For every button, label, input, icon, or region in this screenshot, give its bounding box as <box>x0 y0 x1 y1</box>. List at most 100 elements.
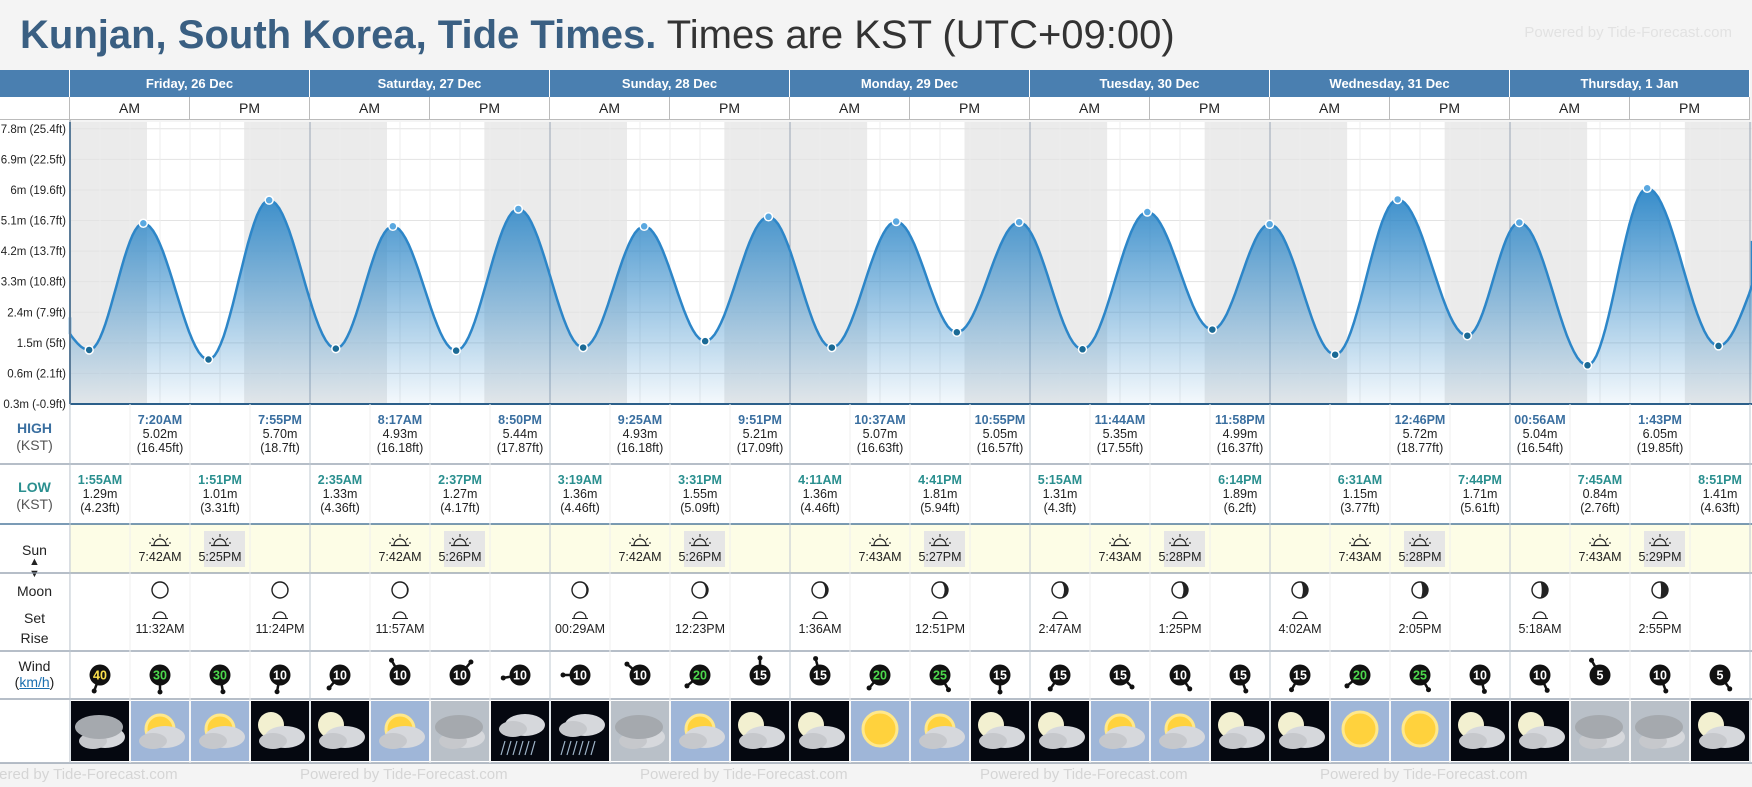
high-tide-point <box>1392 194 1403 205</box>
wind-arrow-head <box>389 657 394 663</box>
wind-indicator: 15 <box>1109 664 1135 690</box>
low-tide-meters: 1.89m <box>1222 487 1258 501</box>
high-tide-feet: (16.18ft) <box>376 441 424 455</box>
wind-speed-label: 10 <box>1653 669 1667 683</box>
high-tide-cell: 10:55PM 5.05m (16.57ft) <box>970 413 1030 455</box>
high-tide-cell: 12:46PM 5.72m (18.77ft) <box>1390 413 1450 455</box>
cloud-icon <box>1519 733 1547 749</box>
low-tide-cell: 4:41PM 1.81m (5.94ft) <box>910 473 970 515</box>
y-tick-label: 4.2m (13.7ft) <box>1 246 66 258</box>
wind-speed-label: 30 <box>153 669 167 683</box>
high-tide-point <box>891 216 901 227</box>
cloud-icon <box>1699 733 1727 749</box>
low-tide-point <box>700 336 710 346</box>
sunset-cell: 5:27PM <box>910 533 970 564</box>
high-tide-feet: (17.87ft) <box>496 441 544 455</box>
moon-cell: 5:18AM <box>1510 580 1570 636</box>
high-tide-point <box>138 218 149 228</box>
cloud-icon <box>799 733 827 749</box>
wind-speed-label: 25 <box>1413 669 1427 683</box>
low-tide-point <box>331 343 341 354</box>
low-tz-label: (KST) <box>16 496 53 512</box>
low-tide-feet: (5.61ft) <box>1460 501 1500 515</box>
y-tick-label: 6m (19.6ft) <box>10 185 66 197</box>
moon-event-time: 11:32AM <box>135 622 185 636</box>
sunset-cell: 5:29PM <box>1630 533 1690 564</box>
wind-speed-label: 10 <box>1173 669 1187 683</box>
wind-indicator: 10 <box>326 664 351 691</box>
low-tide-meters: 1.33m <box>322 487 358 501</box>
moon-cell: 2:55PM <box>1630 580 1690 636</box>
wind-arrow-head <box>468 659 474 665</box>
wind-badge <box>149 664 171 686</box>
sunset-cell-shade <box>204 531 245 567</box>
low-tide-meters: 1.71m <box>1462 487 1498 501</box>
low-tide-cell: 8:51PM 1.41m (4.63ft) <box>1690 473 1750 515</box>
wind-speed-label: 15 <box>1233 669 1247 683</box>
y-tick-label: 7.8m (25.4ft) <box>1 124 66 136</box>
low-tide-point <box>1713 341 1724 351</box>
moon-cloud-weather-icon <box>1211 701 1269 761</box>
sunset-icon <box>689 534 711 547</box>
rain-icon <box>584 740 590 756</box>
sunset-icon <box>1169 534 1191 547</box>
wind-unit-link[interactable]: km/h <box>19 674 50 690</box>
sunrise-cell: 7:42AM <box>610 533 670 564</box>
pm-label: PM <box>430 97 550 120</box>
wind-badge <box>209 664 231 686</box>
high-tide-cell: 1:43PM 6.05m (19.85ft) <box>1630 413 1690 455</box>
y-tick-label: 3.3m (10.8ft) <box>1 277 66 289</box>
timezone-note: Times are KST (UTC+09:00) <box>666 13 1175 57</box>
wind-speed-label: 15 <box>1293 669 1307 683</box>
wind-indicator: 10 <box>1529 664 1551 693</box>
wind-badge <box>449 664 471 686</box>
moon-event-time: 11:24PM <box>255 622 305 636</box>
wind-speed-label: 20 <box>873 669 887 683</box>
low-tide-cell: 6:31AM 1.15m (3.77ft) <box>1330 473 1390 515</box>
sun-icon <box>861 710 899 748</box>
sunset-cell-shade <box>924 531 965 567</box>
pm-label: PM <box>670 97 790 120</box>
sunrise-time: 7:43AM <box>1338 550 1382 564</box>
cloud-icon <box>1219 733 1247 749</box>
rain-icon <box>524 740 530 756</box>
low-tide-feet: (5.09ft) <box>680 501 720 515</box>
low-tide-time: 4:11AM <box>798 473 842 487</box>
wind-badge <box>569 664 591 686</box>
wind-speed-label: 15 <box>1053 669 1067 683</box>
low-tide-point <box>1582 360 1593 371</box>
moon-phase-icon <box>811 581 829 599</box>
wind-speed-label: 15 <box>813 669 827 683</box>
high-tide-point <box>264 195 274 205</box>
moon-phase-icon <box>151 581 169 599</box>
moonset-icon <box>152 611 168 619</box>
moonrise-icon <box>1292 611 1308 619</box>
wind-speed-label: 10 <box>273 669 287 683</box>
low-label: LOW <box>18 479 51 495</box>
sun-cloud-weather-icon <box>131 701 189 761</box>
sun-cloud-weather-icon <box>671 701 729 761</box>
cloud-icon <box>75 715 123 739</box>
sun-cloud-weather-icon <box>191 701 249 761</box>
high-tide-cell: 7:55PM 5.70m (18.7ft) <box>250 413 310 455</box>
high-tide-meters: 4.93m <box>382 427 418 441</box>
day-header: Wednesday, 31 Dec <box>1270 70 1510 97</box>
rain-night-weather-icon <box>491 701 549 761</box>
low-tide-meters: 1.41m <box>1702 487 1738 501</box>
wind-speed-label: 10 <box>633 669 647 683</box>
moon-cloud-weather-icon <box>1691 701 1749 761</box>
sunset-icon <box>929 534 951 547</box>
wind-arrow-head <box>813 656 819 662</box>
moon-phase-icon <box>1411 581 1429 599</box>
wind-arrow-head <box>684 683 690 689</box>
wind-badge <box>389 664 411 686</box>
rain-icon <box>578 740 584 756</box>
moon-event-time: 12:51PM <box>914 622 966 636</box>
sunrise-time: 7:43AM <box>858 550 902 564</box>
low-tide-time: 5:15AM <box>1037 473 1083 487</box>
high-tide-feet: (16.54ft) <box>1516 441 1564 455</box>
moon-cell: 2:47AM <box>1030 580 1090 636</box>
day-header: Saturday, 27 Dec <box>310 70 550 97</box>
high-tide-time: 12:46PM <box>1394 413 1446 427</box>
